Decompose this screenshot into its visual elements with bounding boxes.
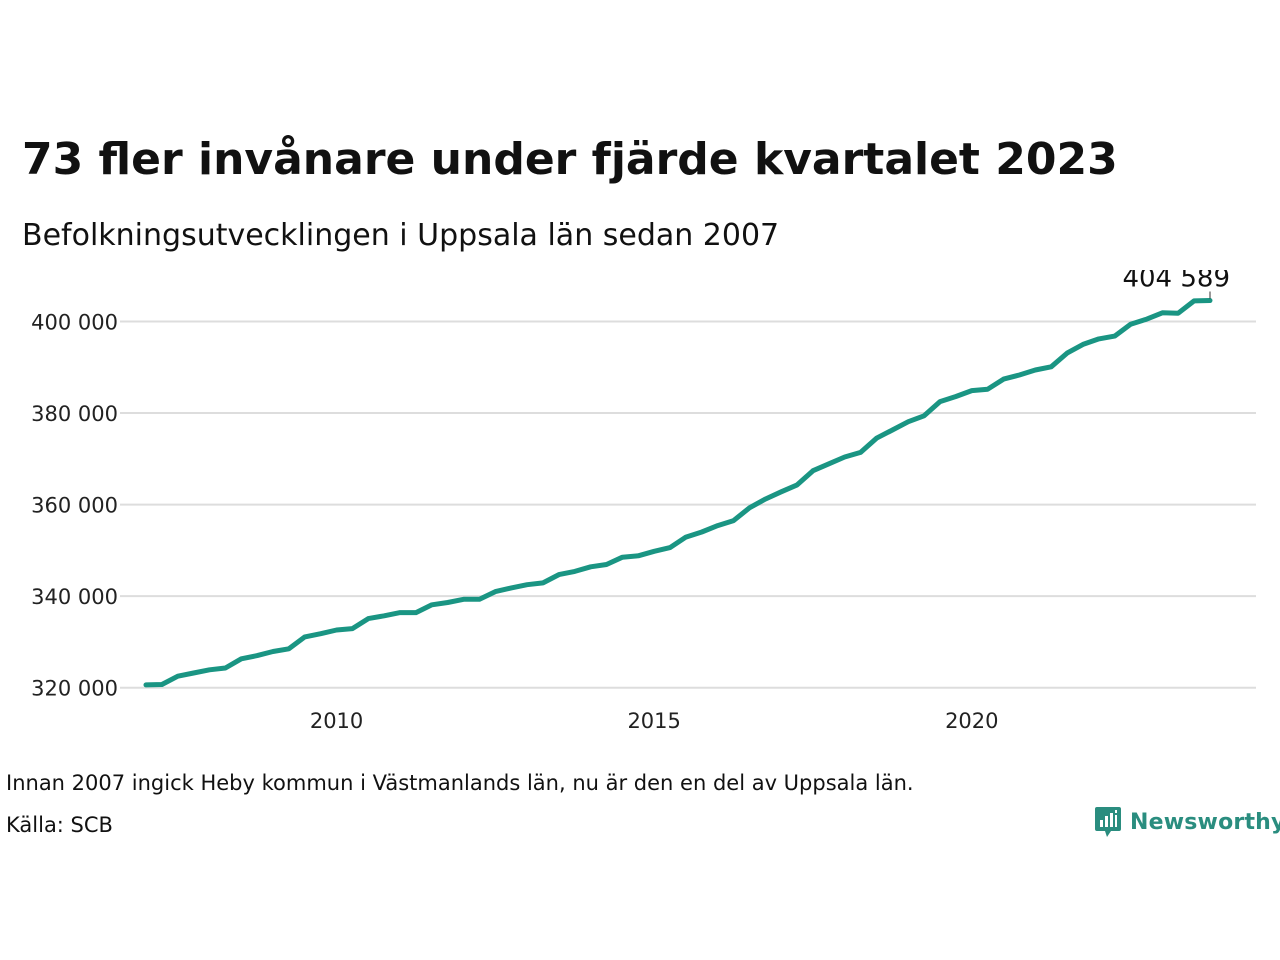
chart-source: Källa: SCB xyxy=(6,813,113,837)
x-tick-label: 2020 xyxy=(945,709,998,733)
x-tick-label: 2010 xyxy=(310,709,363,733)
chart-subtitle: Befolkningsutvecklingen i Uppsala län se… xyxy=(22,218,780,253)
brand-logo: Newsworthy xyxy=(1094,806,1280,838)
y-tick-label: 340 000 xyxy=(31,585,118,609)
bar-chart-speech-bubble-icon xyxy=(1095,807,1121,837)
annotations: 404 589 xyxy=(1122,270,1230,299)
gridlines xyxy=(120,320,1256,689)
y-tick-label: 400 000 xyxy=(31,310,118,334)
y-tick-label: 320 000 xyxy=(31,677,118,701)
chart-title: 73 fler invånare under fjärde kvartalet … xyxy=(22,134,1118,185)
axes: 320 000 340 000 360 000 380 000 400 000 2010 2… xyxy=(31,310,998,733)
line-chart: 320 000 340 000 360 000 380 000 400 000 2010 2… xyxy=(31,270,1256,733)
last-value-label: 404 589 xyxy=(1122,270,1230,293)
y-tick-label: 360 000 xyxy=(31,494,118,518)
chart-footnote: Innan 2007 ingick Heby kommun i Västmanl… xyxy=(6,771,914,795)
x-tick-label: 2015 xyxy=(627,709,680,733)
series-line xyxy=(143,298,1213,688)
y-tick-label: 380 000 xyxy=(31,402,118,426)
brand-name: Newsworthy xyxy=(1130,809,1280,835)
series-layer xyxy=(143,298,1213,688)
